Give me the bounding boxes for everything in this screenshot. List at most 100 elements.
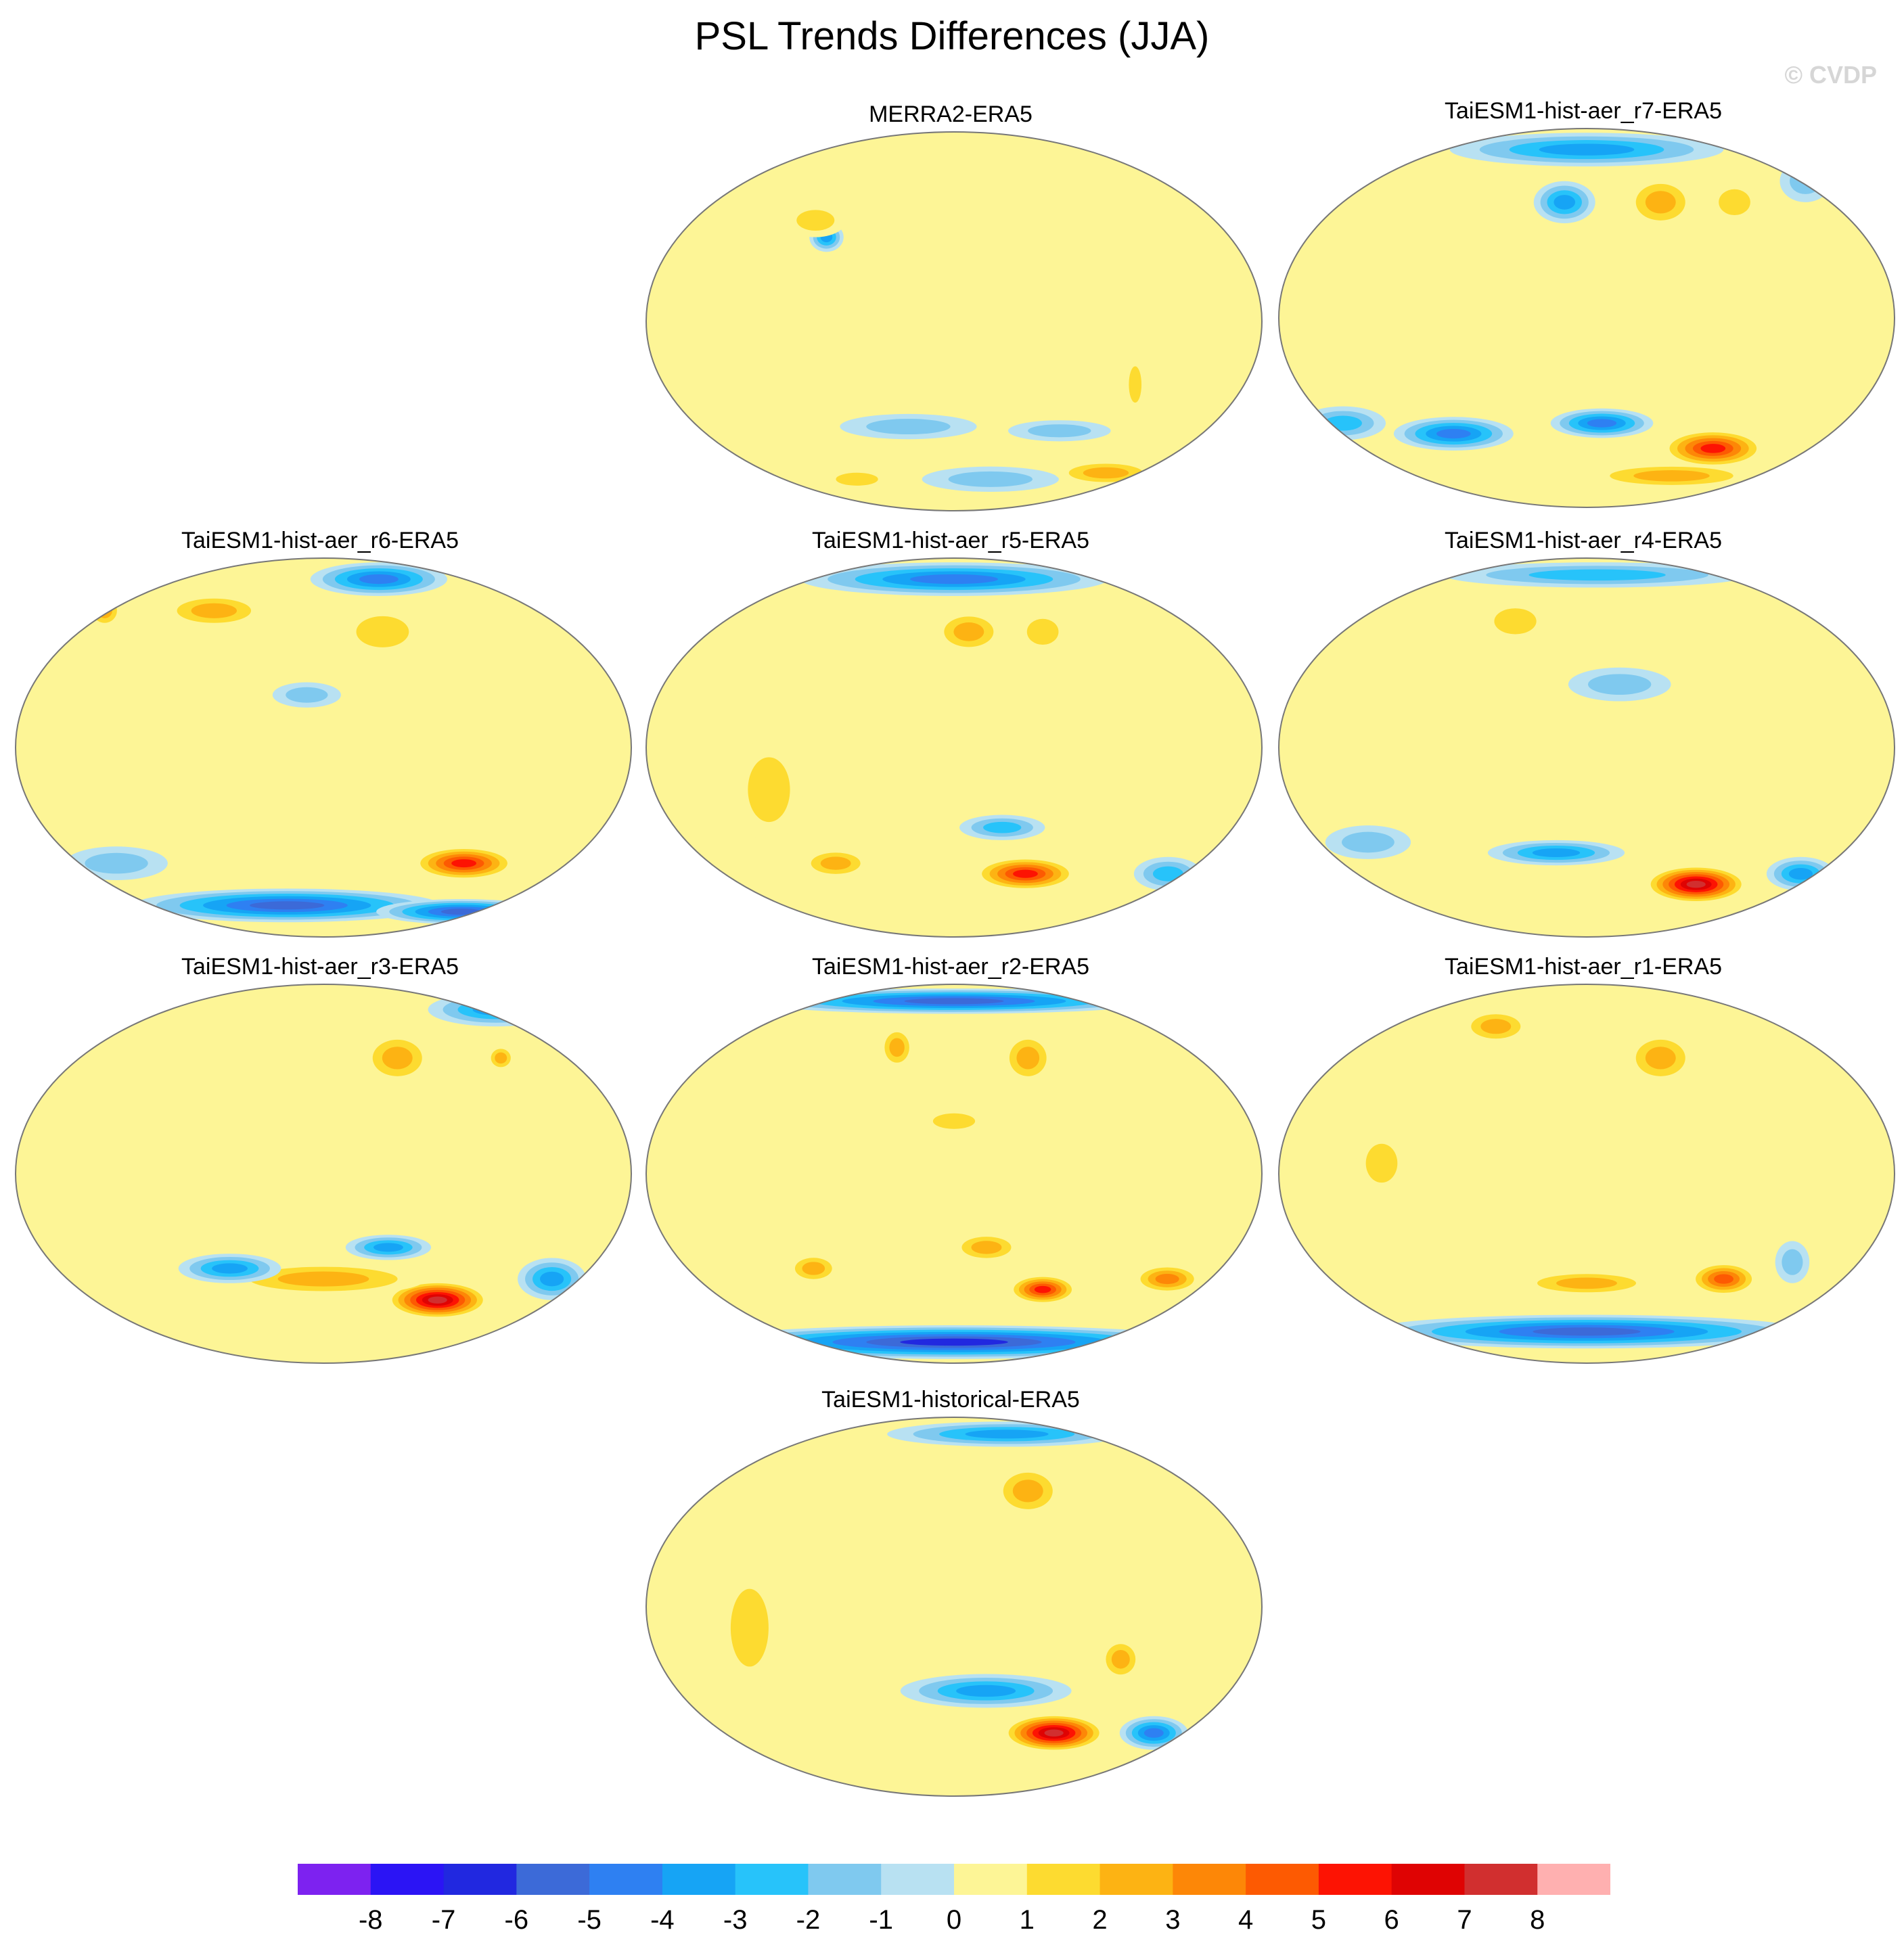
colorbar-swatch bbox=[1318, 1864, 1392, 1895]
contour-blob bbox=[191, 603, 237, 618]
map-outline bbox=[15, 557, 632, 938]
contour-blob bbox=[1556, 1277, 1617, 1289]
colorbar-tick-label: -5 bbox=[577, 1905, 602, 1935]
contour-blob bbox=[748, 757, 790, 823]
map-outline bbox=[1278, 128, 1895, 508]
colorbar-tick-label: -3 bbox=[723, 1905, 748, 1935]
panel-title: TaiESM1-hist-aer_r6-ERA5 bbox=[181, 528, 459, 553]
map-r5 bbox=[645, 557, 1263, 938]
colorbar-tick-label: 6 bbox=[1384, 1905, 1399, 1935]
colorbar-tick-label: 8 bbox=[1530, 1905, 1545, 1935]
colorbar: -8 -7 -6 -5 -4 -3 -2 -1 0 1 2 3 4 5 6 7 8 bbox=[298, 1864, 1610, 1935]
contour-blob bbox=[1155, 1273, 1179, 1285]
map-background bbox=[16, 558, 631, 937]
map-r7 bbox=[1278, 128, 1895, 508]
contour-blob bbox=[953, 622, 984, 641]
colorbar-swatch bbox=[1537, 1864, 1610, 1895]
contour-blob bbox=[1790, 168, 1821, 194]
map-outline bbox=[1278, 557, 1895, 938]
contour-blob bbox=[1645, 191, 1676, 214]
contour-blob bbox=[1686, 881, 1706, 888]
contour-blob bbox=[212, 1263, 248, 1274]
colorbar-swatch bbox=[298, 1864, 371, 1895]
contour-blob bbox=[85, 852, 148, 874]
contour-blob bbox=[382, 1047, 413, 1070]
colorbar-swatch bbox=[1100, 1864, 1173, 1895]
map-background bbox=[646, 984, 1262, 1363]
contour-blob bbox=[1152, 866, 1183, 881]
contour-blob bbox=[457, 1000, 535, 1019]
contour-blob bbox=[1782, 1249, 1803, 1275]
map-background bbox=[16, 984, 631, 1363]
panel-title: TaiESM1-hist-aer_r4-ERA5 bbox=[1444, 528, 1723, 553]
panel-title: TaiESM1-hist-aer_r2-ERA5 bbox=[811, 954, 1090, 980]
contour-blob bbox=[983, 821, 1022, 833]
map-r4 bbox=[1278, 557, 1895, 938]
colorbar-tick-label: 7 bbox=[1457, 1905, 1472, 1935]
contour-blob bbox=[1111, 1649, 1130, 1669]
contour-blob bbox=[356, 616, 409, 647]
map-r1 bbox=[1278, 984, 1895, 1364]
panel-title: TaiESM1-historical-ERA5 bbox=[821, 1387, 1080, 1413]
contour-blob bbox=[428, 1296, 447, 1304]
panel-title: TaiESM1-hist-aer_r5-ERA5 bbox=[811, 528, 1090, 553]
contour-blob bbox=[889, 1038, 905, 1057]
contour-blob bbox=[1528, 569, 1666, 581]
colorbar-swatch bbox=[1391, 1864, 1465, 1895]
contour-blob bbox=[1700, 444, 1726, 453]
contour-blob bbox=[250, 901, 325, 910]
colorbar-swatch bbox=[662, 1864, 736, 1895]
contour-blob bbox=[1554, 195, 1576, 210]
contour-blob bbox=[495, 1052, 507, 1064]
contour-blob bbox=[286, 687, 328, 703]
contour-blob bbox=[1013, 869, 1038, 878]
contour-blob bbox=[1587, 419, 1617, 428]
contour-blob bbox=[1028, 424, 1091, 438]
map-r2 bbox=[645, 984, 1263, 1364]
colorbar-tick-label: -2 bbox=[796, 1905, 821, 1935]
contour-blob bbox=[956, 1684, 1016, 1697]
contour-blob bbox=[851, 317, 989, 368]
contour-blob bbox=[1533, 1327, 1641, 1336]
panel-r1: TaiESM1-hist-aer_r1-ERA5 bbox=[1269, 954, 1898, 1387]
panel-r7: TaiESM1-hist-aer_r7-ERA5 bbox=[1269, 98, 1898, 531]
contour-blob bbox=[1016, 1047, 1040, 1070]
contour-blob bbox=[971, 1241, 1002, 1254]
colorbar-swatch bbox=[735, 1864, 809, 1895]
colorbar-swatch bbox=[1246, 1864, 1319, 1895]
map-historical bbox=[645, 1417, 1263, 1797]
contour-blob bbox=[1719, 189, 1750, 216]
map-background bbox=[1279, 558, 1895, 937]
contour-blob bbox=[1026, 618, 1059, 645]
colorbar-swatch bbox=[443, 1864, 517, 1895]
colorbar-swatch bbox=[1173, 1864, 1246, 1895]
figure-title: PSL Trends Differences (JJA) bbox=[694, 14, 1210, 58]
colorbar-tick-label: 4 bbox=[1238, 1905, 1253, 1935]
colorbar-tick-label: 5 bbox=[1311, 1905, 1326, 1935]
contour-blob bbox=[277, 1271, 369, 1287]
contour-blob bbox=[1788, 868, 1813, 880]
panel-title: TaiESM1-hist-aer_r1-ERA5 bbox=[1444, 954, 1723, 980]
map-background bbox=[646, 558, 1262, 937]
colorbar-swatch bbox=[881, 1864, 955, 1895]
contour-blob bbox=[948, 471, 1033, 487]
contour-blob bbox=[1494, 608, 1537, 635]
contour-blob bbox=[1480, 1019, 1512, 1034]
contour-blob bbox=[1780, 160, 1832, 202]
panel-r4: TaiESM1-hist-aer_r4-ERA5 bbox=[1269, 528, 1898, 961]
contour-blob bbox=[1342, 831, 1395, 853]
contour-blob bbox=[1012, 1480, 1043, 1503]
colorbar-swatch bbox=[1026, 1864, 1101, 1895]
colorbar-swatch bbox=[370, 1864, 445, 1895]
contour-blob bbox=[540, 1271, 564, 1287]
contour-blob bbox=[802, 1262, 825, 1275]
map-merra2 bbox=[645, 131, 1263, 511]
colorbar-tick-label: -6 bbox=[505, 1905, 529, 1935]
contour-blob bbox=[836, 472, 878, 486]
colorbar-swatch bbox=[954, 1864, 1028, 1895]
colorbar-tick-label: -4 bbox=[650, 1905, 675, 1935]
contour-blob bbox=[965, 1429, 1049, 1439]
panel-r2: TaiESM1-hist-aer_r2-ERA5 bbox=[636, 954, 1265, 1387]
panel-r6: TaiESM1-hist-aer_r6-ERA5 bbox=[5, 528, 635, 961]
contour-blob bbox=[910, 574, 998, 584]
